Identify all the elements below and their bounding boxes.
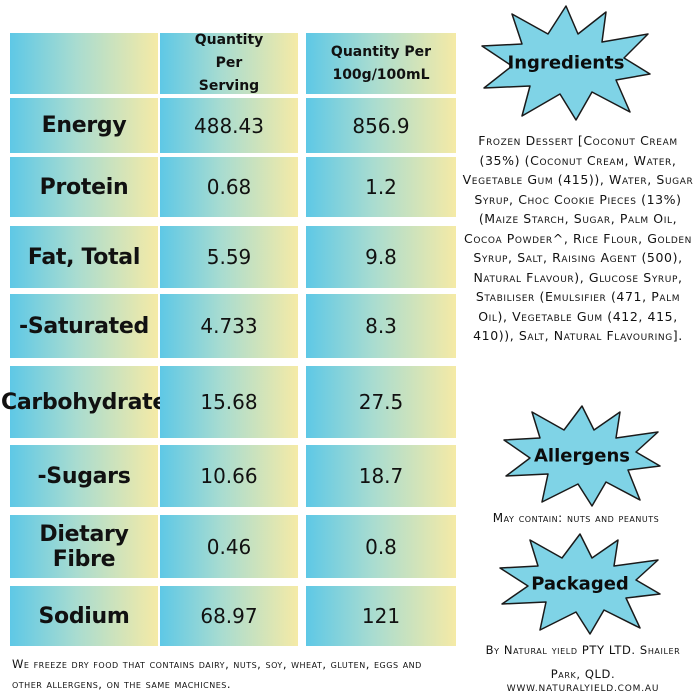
row-100-protein: 1.2 (306, 157, 456, 217)
row-100-energy: 856.9 (306, 98, 456, 153)
allergens-title: Allergens (534, 445, 630, 467)
header-per-100: Quantity Per 100g/100mL (306, 33, 456, 94)
row-100-sodium: 121 (306, 586, 456, 646)
row-label-sodium: Sodium (10, 586, 158, 646)
ingredients-text: Frozen Dessert [Coconut Cream (35%) (Coc… (462, 133, 694, 343)
starburst-icon (481, 5, 651, 121)
row-serving-dietary-fibre: 0.46 (160, 515, 298, 578)
row-100-saturated: 8.3 (306, 294, 456, 358)
starburst-icon (499, 533, 661, 635)
row-serving-sodium: 68.97 (160, 586, 298, 646)
row-serving-fat-total: 5.59 (160, 226, 298, 288)
row-label-energy: Energy (10, 98, 158, 153)
row-100-dietary-fibre: 0.8 (306, 515, 456, 578)
row-label-fat-total: Fat, Total (10, 226, 158, 288)
packaged-text: By Natural yield PTY LTD. Shailer Park, … (485, 643, 681, 681)
row-100-carbohydrate: 27.5 (306, 366, 456, 438)
row-serving-energy: 488.43 (160, 98, 298, 153)
website-link[interactable]: WWW.NATURALYIELD.COM.AU (506, 684, 660, 694)
packaged-burst: Packaged (496, 532, 664, 636)
allergens-burst: Allergens (500, 404, 664, 508)
packaged-title: Packaged (531, 573, 629, 595)
row-serving-sugars: 10.66 (160, 445, 298, 507)
allergen-warning-footer: We freeze dry food that contains dairy, … (12, 657, 422, 691)
ingredients-burst: Ingredients (478, 4, 654, 122)
ingredients-title: Ingredients (507, 52, 625, 74)
header-blank-cell (10, 33, 158, 94)
row-label-saturated: -Saturated (10, 294, 158, 358)
row-label-sugars: -Sugars (10, 445, 158, 507)
row-label-dietary-fibre: Dietary Fibre (10, 515, 158, 578)
row-serving-saturated: 4.733 (160, 294, 298, 358)
row-100-sugars: 18.7 (306, 445, 456, 507)
row-100-fat-total: 9.8 (306, 226, 456, 288)
row-serving-carbohydrate: 15.68 (160, 366, 298, 438)
header-per-serving: Quantity Per Serving (160, 32, 298, 94)
row-label-carbohydrate: Carbohydrate (1, 366, 167, 438)
starburst-icon (503, 405, 661, 507)
row-serving-protein: 0.68 (160, 157, 298, 217)
allergens-text: May contain: nuts and peanuts (492, 511, 660, 525)
row-label-protein: Protein (10, 157, 158, 217)
